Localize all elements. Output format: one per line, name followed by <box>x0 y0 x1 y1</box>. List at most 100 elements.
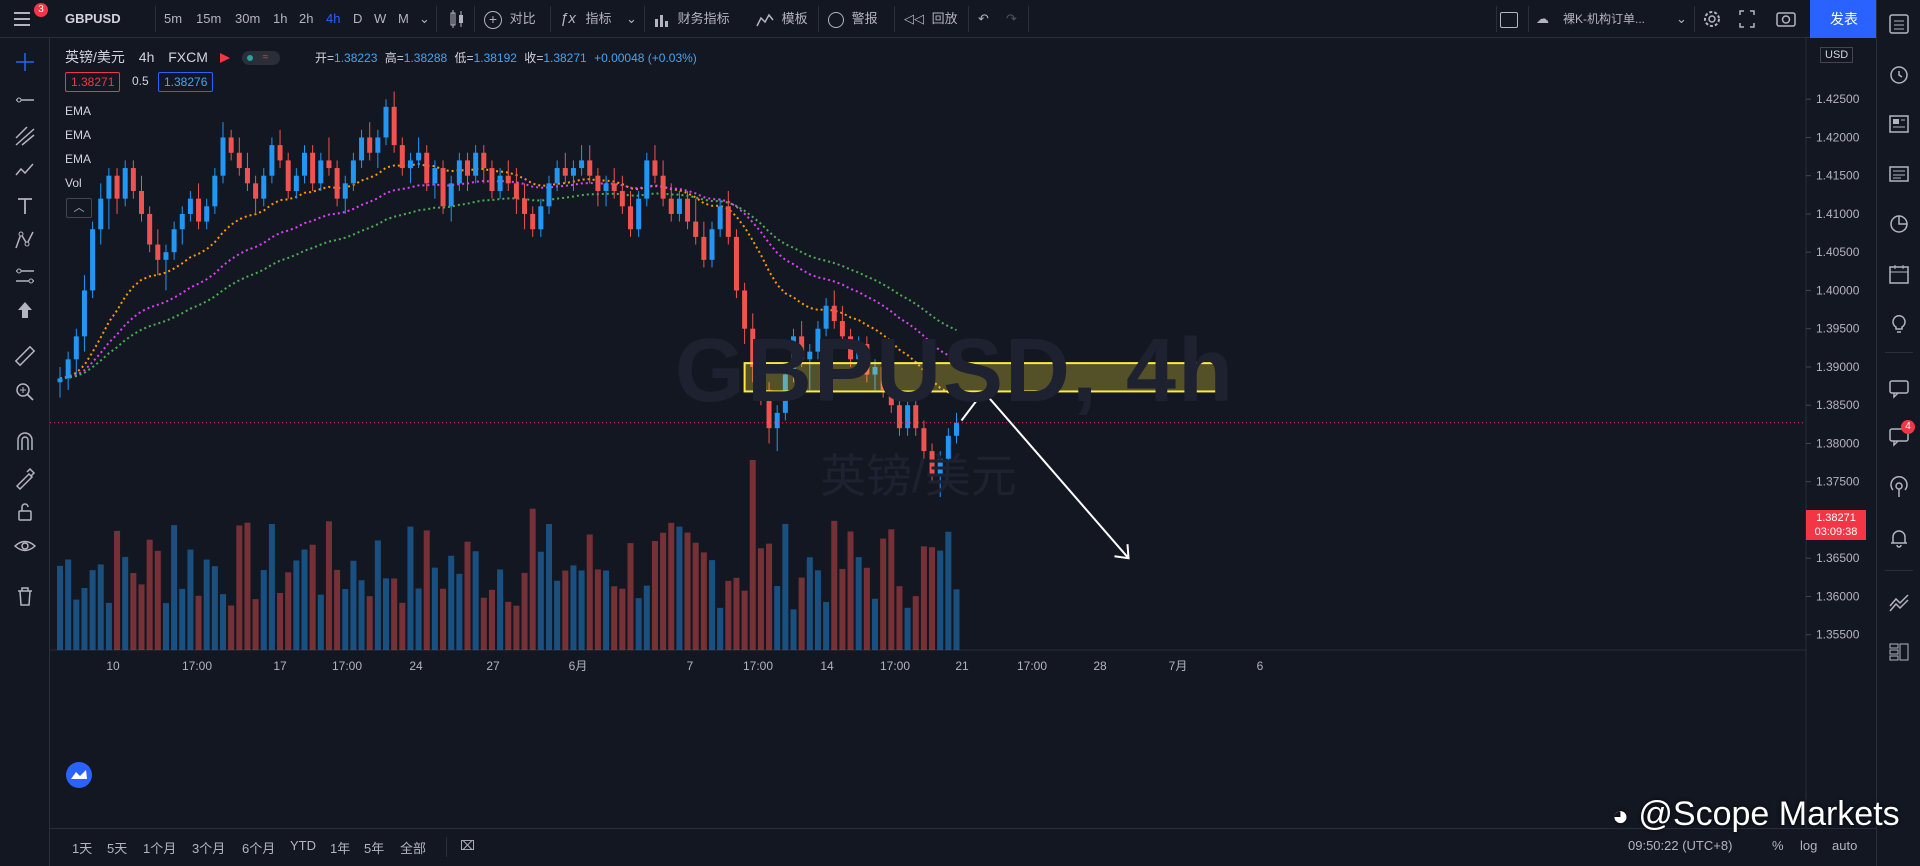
alarm-clock-icon[interactable] <box>1887 62 1911 86</box>
flag-icon[interactable] <box>219 53 230 64</box>
layout-name[interactable]: 裸K-机构订单... <box>1563 12 1646 26</box>
redo-icon[interactable]: ↷ <box>1006 11 1017 26</box>
pattern-icon[interactable] <box>13 228 37 252</box>
indicator-ema-1[interactable]: EMA <box>65 104 92 118</box>
interval-d[interactable]: D <box>353 11 363 26</box>
brand-text: @Scope Markets <box>1638 795 1900 833</box>
fullscreen-icon[interactable] <box>1738 0 1756 38</box>
volume-bar <box>725 580 732 650</box>
candle-body <box>864 344 870 375</box>
eye-icon[interactable] <box>13 534 37 558</box>
candle-body <box>302 152 307 176</box>
collapse-legend-button[interactable]: ︿ <box>66 198 92 218</box>
alerts-button[interactable]: 警报 <box>828 0 878 38</box>
range-5d[interactable]: 5天 <box>107 841 128 856</box>
chevron-down-icon[interactable]: ⌄ <box>419 11 430 26</box>
candle-body <box>693 221 699 237</box>
price-chart[interactable]: 1.42500 1.42000 1.41500 1.41000 1.40500 1.400… <box>50 38 1876 828</box>
currency-label[interactable]: USD <box>1820 47 1854 63</box>
cloud-icon[interactable]: ☁ <box>1536 11 1549 26</box>
indicators-chevron-icon[interactable]: ⌄ <box>626 11 637 26</box>
pie-chart-icon[interactable] <box>1887 212 1911 236</box>
candle <box>562 152 568 184</box>
indicator-vol[interactable]: Vol <box>65 176 82 190</box>
candle-body <box>554 168 560 184</box>
interval-m[interactable]: M <box>398 11 409 26</box>
arrow-up-icon[interactable] <box>13 298 37 322</box>
lightbulb-icon[interactable] <box>1887 312 1911 336</box>
compare-button[interactable]: + 对比 <box>484 0 536 38</box>
text-tool-icon[interactable] <box>13 194 37 218</box>
podcast-icon[interactable] <box>1887 476 1911 500</box>
range-1d[interactable]: 1天 <box>72 841 93 856</box>
time-tick-label: 6月 <box>569 659 588 673</box>
lock-icon[interactable] <box>13 500 37 524</box>
ruler-icon[interactable] <box>13 344 37 368</box>
goto-date-icon[interactable]: ⌧ <box>460 838 475 853</box>
interval-2h[interactable]: 2h <box>299 11 314 26</box>
replay-button[interactable]: ◁◁ 回放 <box>904 0 958 38</box>
market-status-icon[interactable]: ≈ <box>241 51 280 66</box>
range-3m[interactable]: 3个月 <box>192 841 226 856</box>
watchlist-icon[interactable] <box>1887 12 1911 36</box>
camera-icon[interactable] <box>1775 0 1797 38</box>
bell-icon[interactable] <box>1887 526 1911 550</box>
financials-button[interactable]: 财务指标 <box>654 0 730 38</box>
volume-bar <box>717 607 724 650</box>
zoom-icon[interactable] <box>13 380 37 404</box>
candle-body <box>628 206 633 230</box>
candle <box>872 359 878 390</box>
pitchfork-icon[interactable] <box>13 124 37 148</box>
interval-15m[interactable]: 15m <box>196 11 222 26</box>
candle-body <box>497 175 503 191</box>
ask-price[interactable]: 1.38276 <box>158 72 214 92</box>
dom-icon[interactable] <box>1887 640 1911 664</box>
candle-body <box>187 198 193 214</box>
range-all[interactable]: 全部 <box>400 841 427 856</box>
interval-4h[interactable]: 4h <box>326 11 341 26</box>
indicator-ema-2[interactable]: EMA <box>65 128 92 142</box>
templates-button[interactable]: 模板 <box>756 0 808 38</box>
settings-gear-icon[interactable] <box>1701 0 1723 38</box>
indicators-button[interactable]: ƒx 指标 <box>560 0 611 38</box>
auto-toggle[interactable]: auto <box>1832 838 1858 853</box>
bid-price[interactable]: 1.38271 <box>65 72 121 92</box>
range-ytd[interactable]: YTD <box>290 838 316 853</box>
trading-panel-icon[interactable] <box>1887 590 1911 614</box>
crosshair-icon[interactable] <box>13 50 37 74</box>
price-axis: 1.42500 1.42000 1.41500 1.41000 1.40500 1.400… <box>1806 92 1860 642</box>
news-icon[interactable] <box>1887 112 1911 136</box>
range-1m[interactable]: 1个月 <box>143 841 177 856</box>
interval-1h[interactable]: 1h <box>273 11 288 26</box>
candle-type-icon[interactable] <box>448 0 466 38</box>
interval-5m[interactable]: 5m <box>164 11 183 26</box>
publish-button[interactable]: 发表 <box>1810 0 1878 38</box>
percent-toggle[interactable]: % <box>1772 838 1784 853</box>
details-icon[interactable] <box>1887 162 1911 186</box>
range-5y[interactable]: 5年 <box>364 841 385 856</box>
resistance-zone[interactable] <box>743 362 1218 393</box>
log-toggle[interactable]: log <box>1800 838 1818 853</box>
trend-line-icon[interactable] <box>13 88 37 112</box>
menu-icon[interactable] <box>12 0 34 38</box>
fullscreen-layout-icon[interactable] <box>1500 0 1518 38</box>
lock-drawing-icon[interactable] <box>13 466 37 490</box>
interval-w[interactable]: W <box>374 11 387 26</box>
interval-30m[interactable]: 30m <box>235 11 261 26</box>
volume-bar <box>97 564 104 650</box>
magnet-icon[interactable] <box>13 430 37 454</box>
messages-icon[interactable] <box>1887 424 1911 448</box>
layout-chevron-icon[interactable]: ⌄ <box>1676 11 1687 26</box>
chat-icon[interactable] <box>1887 376 1911 400</box>
calendar-icon[interactable] <box>1887 262 1911 286</box>
symbol-search[interactable]: GBPUSD <box>65 11 121 26</box>
range-6m[interactable]: 6个月 <box>242 841 276 856</box>
clock-readout[interactable]: 09:50:22 (UTC+8) <box>1628 838 1733 853</box>
indicator-ema-3[interactable]: EMA <box>65 152 92 166</box>
undo-icon[interactable]: ↶ <box>978 11 989 26</box>
range-1y[interactable]: 1年 <box>330 841 351 856</box>
prediction-icon[interactable] <box>13 264 37 288</box>
brush-icon[interactable] <box>13 158 37 182</box>
candle-body <box>644 160 650 199</box>
trash-icon[interactable] <box>13 584 37 608</box>
